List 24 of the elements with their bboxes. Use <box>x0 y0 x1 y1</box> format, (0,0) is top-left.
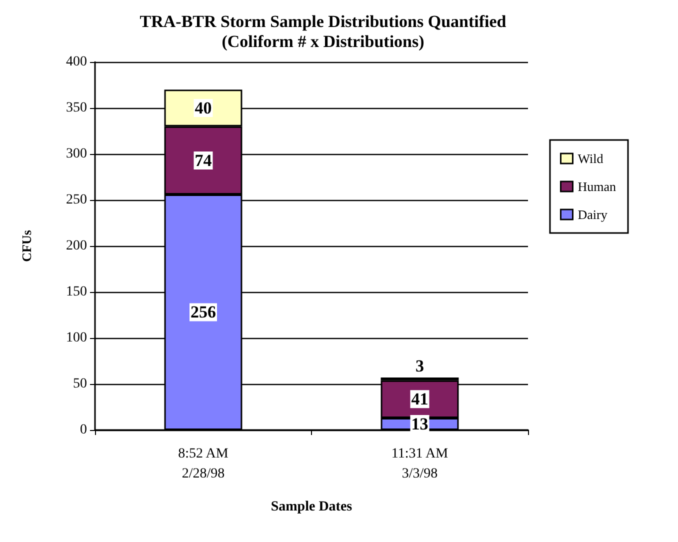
data-label: 41 <box>411 390 428 409</box>
y-tick-label: 0 <box>80 422 87 438</box>
x-tick-label: 11:31 AM 3/3/98 <box>391 446 449 482</box>
chart-title: TRA-BTR Storm Sample Distributions Quantified <box>140 12 507 31</box>
y-tick-label: 350 <box>66 100 87 116</box>
data-label: 13 <box>411 414 428 434</box>
y-tick-label: 300 <box>66 146 87 162</box>
x-axis-title: Sample Dates <box>270 500 353 514</box>
y-tick-label: 250 <box>66 192 87 208</box>
y-tick-label: 200 <box>66 238 87 254</box>
data-label: 40 <box>194 98 212 118</box>
legend-label: Dairy <box>578 207 608 222</box>
y-axis-title: CFUs <box>19 230 34 262</box>
y-tick-label: 150 <box>66 284 87 300</box>
chart-subtitle: (Coliform # x Distributions) <box>222 32 424 51</box>
y-tick-label: 50 <box>73 376 87 392</box>
x-tick-label: 8:52 AM 2/28/98 <box>178 446 229 482</box>
data-label: 74 <box>194 150 212 170</box>
data-label: 3 <box>416 356 424 376</box>
legend-label: Human <box>578 179 616 194</box>
legend-label: Wild <box>578 151 604 166</box>
y-tick-label: 400 <box>66 54 87 70</box>
data-label: 256 <box>190 302 216 322</box>
y-tick-label: 100 <box>66 330 87 346</box>
